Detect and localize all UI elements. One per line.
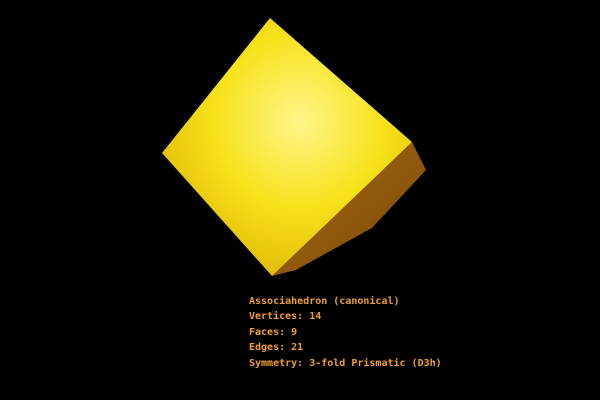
info-line: Edges: 21 [249, 342, 303, 353]
polyhedron-side [272, 142, 426, 276]
info-line: Faces: 9 [249, 327, 297, 338]
info-line: Vertices: 14 [249, 310, 321, 322]
info-line: Symmetry: 3-fold Prismatic (D3h) [249, 357, 442, 369]
info-title: Associahedron (canonical) [249, 295, 400, 307]
info-panel: Associahedron (canonical) Vertices: 14 F… [249, 295, 442, 369]
polyhedron-face [162, 18, 412, 276]
